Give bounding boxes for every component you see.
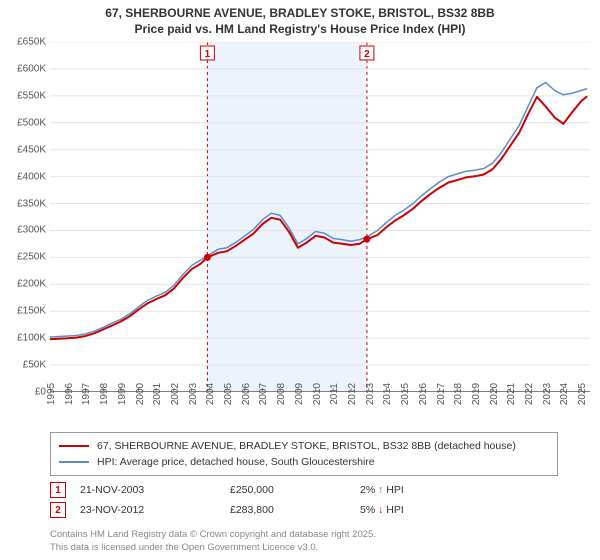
- sale-marker-badge: 1: [50, 482, 66, 498]
- sale-price: £283,800: [230, 504, 360, 516]
- y-tick-label: £350K: [17, 198, 46, 209]
- x-tick-label: 2006: [241, 383, 252, 405]
- y-tick-label: £500K: [17, 117, 46, 128]
- x-tick-label: 2002: [170, 383, 181, 405]
- sale-date: 21-NOV-2003: [80, 484, 230, 496]
- y-tick-label: £650K: [17, 37, 46, 48]
- credit-line: This data is licensed under the Open Gov…: [50, 541, 570, 554]
- y-tick-label: £300K: [17, 225, 46, 236]
- y-tick-label: £150K: [17, 306, 46, 317]
- y-tick-label: £400K: [17, 171, 46, 182]
- y-tick-label: £450K: [17, 144, 46, 155]
- x-tick-label: 2009: [294, 383, 305, 405]
- y-tick-label: £250K: [17, 252, 46, 263]
- x-tick-label: 2023: [542, 383, 553, 405]
- legend-label: 67, SHERBOURNE AVENUE, BRADLEY STOKE, BR…: [97, 438, 516, 454]
- sale-date: 23-NOV-2012: [80, 504, 230, 516]
- sale-pct: 2% ↑ HPI: [360, 484, 480, 496]
- x-tick-label: 2014: [382, 383, 393, 405]
- chart-plot-area: 12: [50, 42, 590, 392]
- x-tick-label: 2000: [135, 383, 146, 405]
- x-tick-label: 2024: [559, 383, 570, 405]
- x-tick-label: 1999: [117, 383, 128, 405]
- y-tick-label: £0: [35, 387, 46, 398]
- legend: 67, SHERBOURNE AVENUE, BRADLEY STOKE, BR…: [50, 432, 558, 476]
- y-tick-label: £100K: [17, 333, 46, 344]
- x-tick-label: 2011: [329, 383, 340, 405]
- x-tick-label: 2013: [365, 383, 376, 405]
- svg-text:1: 1: [205, 49, 211, 60]
- arrow-down-icon: ↓: [378, 504, 383, 516]
- x-tick-label: 2004: [205, 383, 216, 405]
- x-tick-label: 2016: [418, 383, 429, 405]
- svg-text:2: 2: [364, 49, 370, 60]
- legend-label: HPI: Average price, detached house, Sout…: [97, 454, 375, 470]
- credit-line: Contains HM Land Registry data © Crown c…: [50, 528, 570, 541]
- x-tick-label: 2022: [524, 383, 535, 405]
- chart-svg: 12: [50, 42, 590, 392]
- x-tick-label: 2012: [347, 383, 358, 405]
- y-tick-label: £50K: [23, 360, 46, 371]
- credits: Contains HM Land Registry data © Crown c…: [50, 528, 570, 554]
- chart-title: 67, SHERBOURNE AVENUE, BRADLEY STOKE, BR…: [0, 0, 600, 20]
- sales-list: 1 21-NOV-2003 £250,000 2% ↑ HPI 2 23-NOV…: [50, 480, 570, 520]
- x-tick-label: 1997: [81, 383, 92, 405]
- sale-row: 1 21-NOV-2003 £250,000 2% ↑ HPI: [50, 480, 570, 500]
- x-tick-label: 2008: [276, 383, 287, 405]
- x-tick-label: 2020: [489, 383, 500, 405]
- sale-marker-badge: 2: [50, 502, 66, 518]
- sale-price: £250,000: [230, 484, 360, 496]
- x-tick-label: 2001: [152, 383, 163, 405]
- x-tick-label: 2019: [471, 383, 482, 405]
- x-tick-label: 1995: [46, 383, 57, 405]
- x-tick-label: 2021: [506, 383, 517, 405]
- x-tick-label: 2017: [436, 383, 447, 405]
- x-tick-label: 2010: [312, 383, 323, 405]
- y-tick-label: £200K: [17, 279, 46, 290]
- x-tick-label: 2005: [223, 383, 234, 405]
- x-tick-label: 2007: [258, 383, 269, 405]
- chart-subtitle: Price paid vs. HM Land Registry's House …: [0, 20, 600, 38]
- sale-row: 2 23-NOV-2012 £283,800 5% ↓ HPI: [50, 500, 570, 520]
- legend-swatch: [59, 461, 89, 463]
- x-tick-label: 1998: [99, 383, 110, 405]
- y-tick-label: £550K: [17, 90, 46, 101]
- sale-pct: 5% ↓ HPI: [360, 504, 480, 516]
- x-axis-labels: 1995199619971998199920002001200220032004…: [50, 394, 590, 432]
- arrow-up-icon: ↑: [378, 484, 383, 496]
- y-tick-label: £600K: [17, 63, 46, 74]
- y-axis-labels: £0£50K£100K£150K£200K£250K£300K£350K£400…: [0, 42, 48, 392]
- legend-row: 67, SHERBOURNE AVENUE, BRADLEY STOKE, BR…: [59, 438, 549, 454]
- x-tick-label: 2025: [577, 383, 588, 405]
- x-tick-label: 1996: [64, 383, 75, 405]
- x-tick-label: 2003: [188, 383, 199, 405]
- x-tick-label: 2018: [453, 383, 464, 405]
- x-tick-label: 2015: [400, 383, 411, 405]
- legend-swatch: [59, 445, 89, 447]
- legend-row: HPI: Average price, detached house, Sout…: [59, 454, 549, 470]
